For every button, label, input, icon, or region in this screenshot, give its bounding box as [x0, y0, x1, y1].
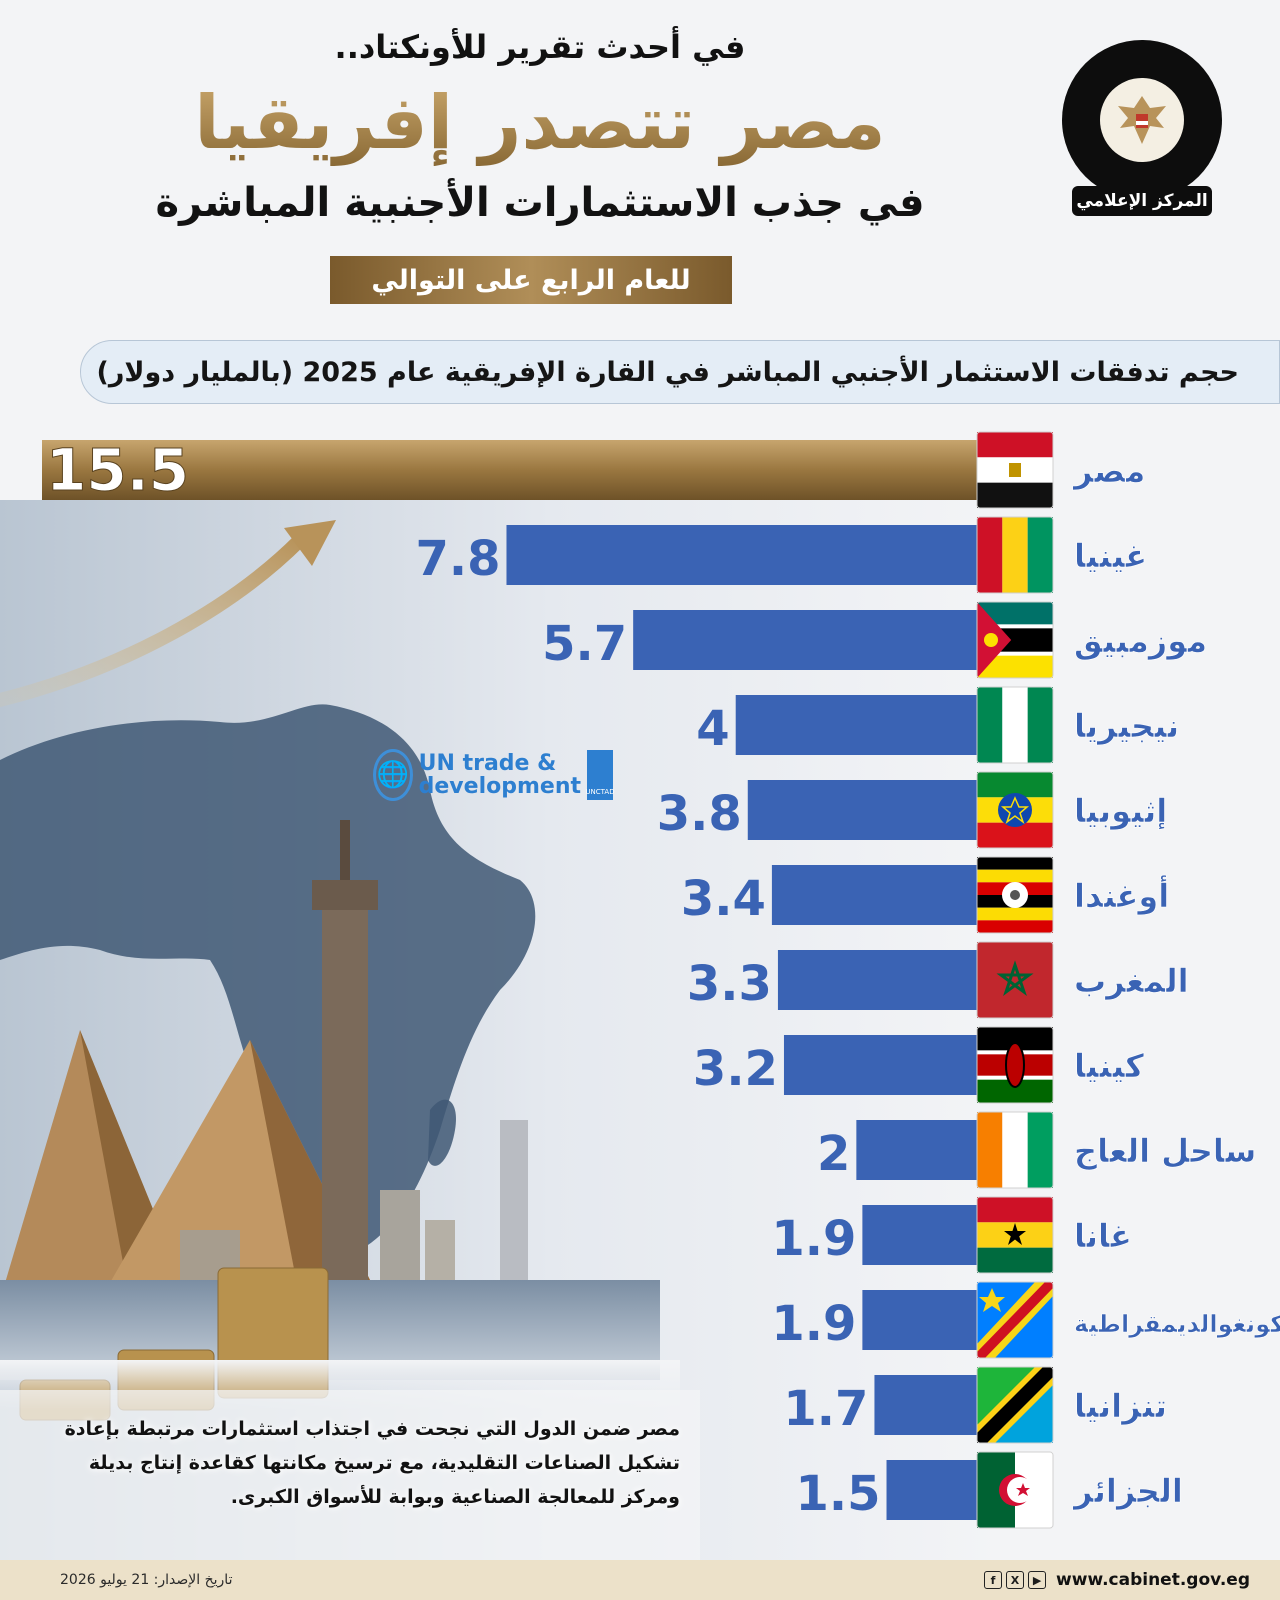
- kicker-text: في أحدث تقرير للأونكتاد..: [334, 28, 746, 66]
- chart-title: حجم تدفقات الاستثمار الأجنبي المباشر في …: [96, 356, 1239, 388]
- chart-title-pill: حجم تدفقات الاستثمار الأجنبي المباشر في …: [80, 340, 1280, 404]
- eagle-emblem-icon: [1100, 78, 1184, 162]
- footer: تاريخ الإصدار: 21 يوليو 2026 f X ▶ www.c…: [0, 1560, 1280, 1600]
- badge: للعام الرابع على التوالي: [330, 256, 732, 304]
- headline: مصر تتصدر إفريقيا: [150, 80, 930, 166]
- release-date: تاريخ الإصدار: 21 يوليو 2026: [60, 1572, 233, 1588]
- unctad-box: UNCTAD: [585, 750, 615, 800]
- x-icon[interactable]: X: [1006, 1571, 1025, 1589]
- footnote-text: مصر ضمن الدول التي نجحت في اجتذاب استثما…: [64, 1418, 680, 1508]
- logo-ribbon: المركز الإعلامي: [1072, 186, 1212, 216]
- website-link[interactable]: www.cabinet.gov.eg: [1056, 1570, 1250, 1590]
- social-icons: f X ▶: [984, 1571, 1047, 1589]
- unctad-line2: development: [418, 774, 581, 799]
- subheadline: في جذب الاستثمارات الأجنبية المباشرة: [155, 180, 925, 226]
- facebook-icon[interactable]: f: [984, 1571, 1003, 1589]
- youtube-icon[interactable]: ▶: [1028, 1571, 1047, 1589]
- un-emblem-icon: 🌐: [373, 749, 413, 801]
- cabinet-logo: [1062, 40, 1222, 200]
- unctad-line1: UN trade &: [418, 751, 557, 776]
- unctad-logo: 🌐 UN trade & development UNCTAD: [373, 748, 615, 802]
